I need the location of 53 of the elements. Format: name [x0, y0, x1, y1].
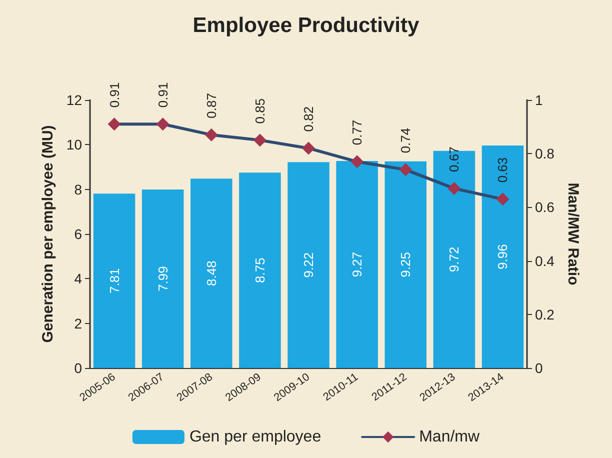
bar	[142, 190, 184, 368]
data-label: 0.87	[204, 93, 219, 118]
point	[108, 118, 121, 131]
y2-tick-label: 0.2	[535, 306, 555, 322]
bar	[190, 178, 232, 368]
legend-label: Gen per employee	[189, 428, 322, 446]
bar	[336, 160, 378, 368]
y2-axis-title: Man/MW Ratio	[564, 182, 582, 286]
data-label: 0.67	[446, 146, 462, 172]
data-label: 7.81	[106, 268, 122, 294]
data-label: 0.63	[495, 157, 510, 183]
data-label: 0.74	[398, 128, 414, 154]
bar	[239, 172, 281, 368]
point	[302, 142, 315, 155]
point	[350, 155, 364, 168]
data-label: 9.96	[495, 244, 510, 270]
point	[156, 118, 170, 131]
y2-tick-label: 0.6	[535, 199, 555, 216]
y-tick-label: 6	[74, 226, 82, 242]
data-label: 0.91	[106, 82, 122, 108]
y2-tick-label: 0.4	[535, 252, 555, 269]
bar	[482, 146, 524, 368]
point	[496, 192, 510, 206]
bar	[288, 162, 330, 368]
point	[253, 134, 266, 147]
data-label: 8.48	[204, 260, 219, 286]
y-tick-label: 12	[66, 92, 82, 108]
y2-tick-label: 0	[535, 360, 543, 376]
y2-tick-label: 1	[535, 92, 543, 108]
point	[399, 163, 412, 176]
bar	[93, 194, 136, 368]
data-label: 8.75	[252, 258, 268, 283]
y-tick-label: 2	[74, 315, 82, 332]
y2-tick-label: 0.8	[535, 146, 555, 162]
data-label: 9.25	[398, 252, 414, 278]
y-tick-label: 8	[74, 181, 82, 198]
data-label: 0.77	[350, 120, 365, 146]
y-tick-label: 4	[74, 270, 82, 287]
y-axis-title: Generation per employee (MU)	[40, 125, 57, 343]
point	[448, 182, 461, 195]
data-label: 0.85	[252, 98, 268, 124]
legend-label: Man/mw	[419, 428, 480, 446]
chart-title: Employee Productivity	[192, 14, 420, 37]
y-tick-label: 0	[74, 360, 82, 376]
y-tick-label: 10	[66, 136, 82, 153]
point	[204, 128, 218, 142]
data-label: 7.99	[155, 266, 170, 292]
bar	[384, 161, 426, 368]
data-label: 0.82	[301, 106, 316, 132]
data-label: 9.72	[446, 246, 462, 272]
data-label: 0.91	[155, 82, 170, 108]
data-label: 9.27	[350, 252, 365, 278]
data-label: 9.22	[301, 252, 316, 278]
